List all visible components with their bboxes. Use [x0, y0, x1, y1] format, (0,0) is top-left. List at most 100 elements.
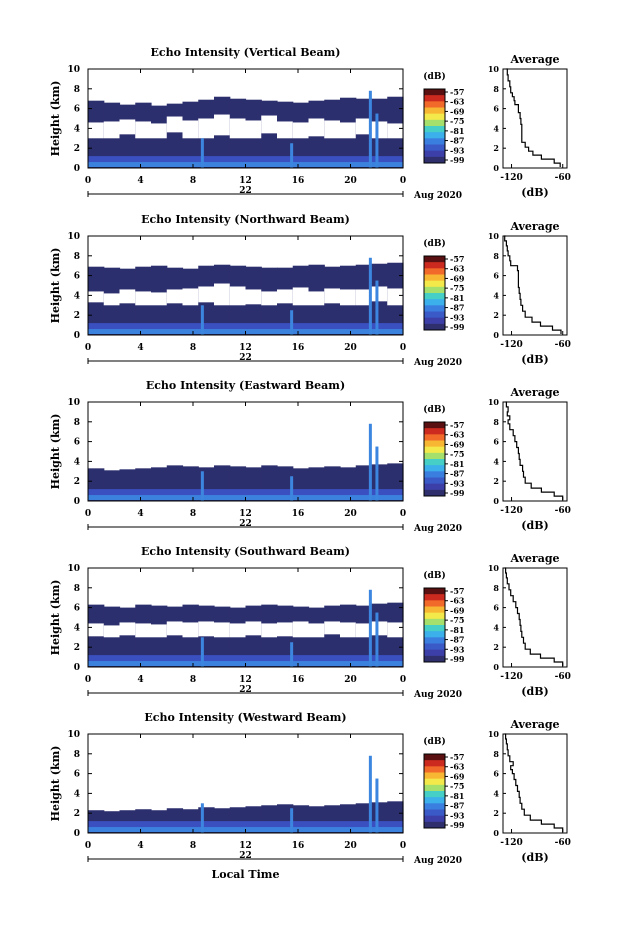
colorbar-swatch	[424, 156, 445, 164]
no-echo-gap	[151, 123, 168, 139]
panel-3: Echo Intensity (Southward Beam) 0 2 4 6 8 10 He…	[49, 545, 571, 700]
profile-y-tick-label: 4	[493, 456, 499, 466]
profile-title: Average	[509, 53, 559, 66]
heatmap-field	[88, 90, 404, 168]
colorbar-frame	[423, 421, 446, 497]
x-tick-label: 4	[137, 675, 143, 685]
colorbar-swatch	[424, 256, 445, 263]
no-echo-gap	[182, 288, 199, 306]
y-axis-label: Height (km)	[49, 580, 62, 656]
rain-shaft	[200, 471, 204, 501]
day-label: 22	[239, 353, 252, 363]
x-tick-label: 20	[344, 343, 357, 353]
colorbar-frame	[423, 255, 446, 331]
x-tick-label: 12	[239, 176, 252, 186]
y-tick-label: 2	[74, 311, 80, 321]
x-tick-label: 0	[400, 176, 406, 186]
colorbar-tick-label: -75	[450, 615, 464, 625]
profile-y-tick-label: 6	[493, 603, 499, 613]
x-tick-label: 0	[400, 841, 406, 851]
x-tick-label: 20	[344, 675, 357, 685]
y-axis-label: Height (km)	[49, 746, 62, 822]
no-echo-gap	[214, 622, 231, 638]
boundary-layer	[88, 489, 403, 500]
colorbar-frame	[423, 88, 446, 164]
no-echo-gap	[308, 623, 325, 638]
x-tick-label: 12	[239, 841, 252, 851]
rain-shaft	[290, 476, 294, 501]
profile-y-tick-label: 2	[493, 476, 499, 486]
colorbar-swatch	[424, 317, 445, 325]
colorbar-swatch	[424, 618, 445, 626]
colorbar-tick-label: -93	[450, 312, 465, 322]
colorbar-swatch	[424, 126, 445, 133]
colorbar-tick-label: -99	[450, 654, 465, 664]
no-echo-gap	[119, 622, 136, 636]
boundary-layer	[88, 323, 403, 334]
colorbar-tick-label: -87	[450, 303, 464, 313]
no-echo-gap	[166, 621, 184, 636]
colorbar-swatch	[424, 649, 445, 657]
rain-shaft	[368, 90, 372, 168]
no-echo-gap	[371, 621, 388, 636]
heatmap-field	[88, 257, 404, 335]
no-echo-gap	[103, 293, 121, 306]
colorbar-swatch	[424, 588, 445, 595]
no-echo-gap	[355, 623, 373, 638]
colorbar-tick-label: -93	[450, 145, 465, 155]
rain-shaft	[375, 446, 379, 501]
profile-xlabel: (dB)	[521, 851, 548, 864]
colorbar: (dB) -57-63-69-75-81-87-93-99	[423, 238, 465, 332]
profile-frame	[502, 401, 568, 502]
no-echo-gap	[308, 118, 325, 137]
colorbar-tick-label: -63	[450, 762, 465, 772]
heatmap-field	[88, 755, 404, 833]
profile-y-tick-label: 4	[493, 622, 499, 632]
x-tick-label: 4	[137, 343, 143, 353]
y-tick-label: 0	[74, 331, 80, 341]
month-label: Aug 2020	[413, 690, 462, 700]
profile-line	[506, 68, 561, 167]
x-tick-label: 0	[85, 841, 91, 851]
day-label: 22	[239, 186, 252, 196]
profile-y-tick-label: 8	[493, 749, 499, 759]
x-tick-label: 20	[344, 841, 357, 851]
boundary-layer	[88, 156, 403, 167]
profile-frame	[502, 68, 568, 169]
colorbar-tick-label: -87	[450, 469, 464, 479]
y-tick-label: 8	[74, 584, 80, 594]
panel-title: Echo Intensity (Westward Beam)	[144, 711, 346, 724]
colorbar-swatch	[424, 101, 445, 108]
no-echo-gap	[198, 118, 215, 139]
colorbar-unit: (dB)	[423, 404, 445, 415]
profile-y-tick-label: 2	[493, 808, 499, 818]
no-echo-gap	[308, 291, 325, 306]
colorbar-tick-label: -93	[450, 478, 465, 488]
average-profile: Average 0 2 4 6 8 10 -120 -60 (dB)	[488, 386, 571, 532]
no-echo-gap	[135, 623, 152, 638]
colorbar-swatch	[424, 434, 445, 441]
y-tick-label: 6	[74, 272, 80, 282]
colorbar-swatch	[424, 428, 445, 435]
profile-line	[504, 733, 564, 832]
profile-y-tick-label: 8	[493, 417, 499, 427]
colorbar-tick-label: -57	[450, 752, 464, 762]
colorbar: (dB) -57-63-69-75-81-87-93-99	[423, 71, 465, 165]
x-tick-label: 16	[292, 675, 305, 685]
colorbar-swatch	[424, 465, 445, 472]
colorbar-tick-label: -99	[450, 155, 465, 165]
profile-y-tick-label: 6	[493, 437, 499, 447]
x-tick-label: 0	[85, 176, 91, 186]
no-echo-gap	[277, 289, 294, 304]
x-tick-label: 4	[137, 509, 143, 519]
colorbar-tick-label: -99	[450, 820, 465, 830]
profile-x-tick-label: -60	[555, 340, 571, 350]
y-tick-label: 8	[74, 418, 80, 428]
colorbar-swatch	[424, 643, 445, 651]
colorbar-tick-label: -57	[450, 586, 464, 596]
colorbar-tick-label: -99	[450, 488, 465, 498]
x-tick-label: 8	[190, 343, 196, 353]
profile-y-tick-label: 10	[488, 729, 500, 739]
rain-shaft	[200, 138, 204, 168]
panel-title: Echo Intensity (Southward Beam)	[141, 545, 350, 558]
